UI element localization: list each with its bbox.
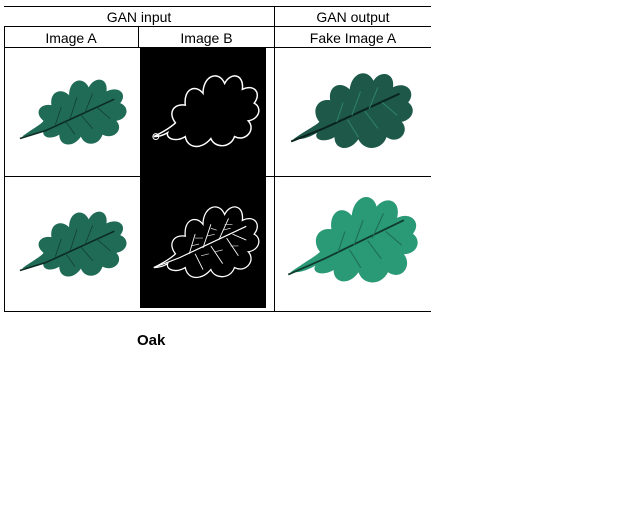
figure-caption: Oak xyxy=(137,332,166,349)
table-divider-subheader xyxy=(4,47,431,48)
leaf-icon xyxy=(290,73,413,148)
table-divider-input-output xyxy=(274,6,275,312)
leaf-icon xyxy=(19,211,127,277)
table-divider-a-b xyxy=(138,27,139,47)
column-image-b: Image B xyxy=(180,30,233,46)
leaf-vein-edge-map-icon xyxy=(153,205,260,278)
table-divider-row xyxy=(4,176,431,177)
column-fake-image-a: Fake Image A xyxy=(309,30,397,46)
leaf-icon xyxy=(287,197,418,283)
table-border-bottom xyxy=(4,311,431,312)
table-border-left xyxy=(4,27,5,312)
row2-image-a xyxy=(16,188,134,300)
row1-fake-image-a xyxy=(280,50,428,170)
leaf-outline-edge-map-icon xyxy=(152,75,260,148)
table-divider-header xyxy=(4,26,431,27)
row2-image-b xyxy=(140,177,266,308)
comparison-table: GAN input GAN output Image A Image B Fak… xyxy=(4,6,431,312)
table-border-top xyxy=(4,6,431,7)
row2-fake-image-a xyxy=(280,178,428,302)
header-gan-output: GAN output xyxy=(316,9,390,25)
row1-image-b xyxy=(140,48,266,176)
header-gan-input: GAN input xyxy=(106,9,172,25)
row1-image-a xyxy=(16,56,134,168)
column-image-a: Image A xyxy=(45,30,97,46)
leaf-icon xyxy=(19,79,127,145)
